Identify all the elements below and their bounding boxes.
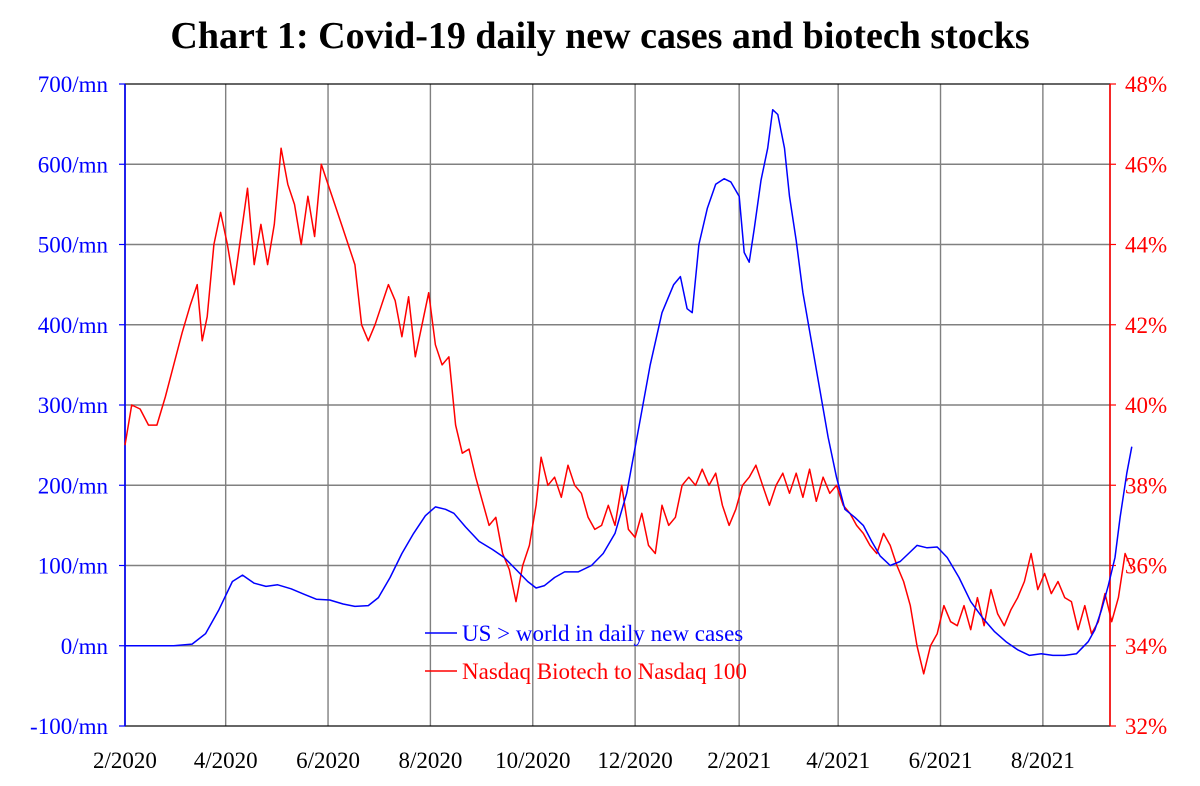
legend-label: US > world in daily new cases [462,621,743,646]
legend: US > world in daily new cases Nasdaq Biot… [425,621,747,684]
us-cases-line [125,108,1133,657]
y-right-tick-label: 42% [1125,313,1167,338]
y-left-tick-label: 700/mn [38,72,109,97]
y-left-tick-label: 500/mn [38,233,109,258]
x-tick-label: 8/2020 [398,748,462,773]
x-tick-label: 4/2020 [194,748,258,773]
x-tick-label: 8/2021 [1011,748,1075,773]
x-tick-label: 4/2021 [806,748,870,773]
x-tick-label: 6/2020 [296,748,360,773]
chart-title: Chart 1: Covid-19 daily new cases and bi… [170,15,1030,57]
y-right-tick-label: 36% [1125,554,1167,579]
y-left-tick-label: 0/mn [61,634,109,659]
y-left-tick-label: 200/mn [38,473,109,498]
y-left-tick-label: 600/mn [38,152,109,177]
nasdaq-biotech-line [124,147,1133,675]
y-right-tick-label: 34% [1125,634,1167,659]
y-right-tick-label: 32% [1125,714,1167,739]
y-left-tick-label: 300/mn [38,393,109,418]
y-right-tick-label: 48% [1125,72,1167,97]
y-axis-right: 32% 34% 36% 38% 40% 42% 44% 46% 48% [1109,72,1167,739]
y-right-tick-label: 44% [1125,233,1167,258]
grid [124,84,1110,726]
y-left-tick-label: 400/mn [38,313,109,338]
x-tick-label: 12/2020 [597,748,672,773]
legend-label: Nasdaq Biotech to Nasdaq 100 [462,659,747,684]
y-right-tick-label: 46% [1125,152,1167,177]
series-layer [124,108,1133,675]
x-axis: 2/2020 4/2020 6/2020 8/2020 10/2020 12/2020 2/… [93,748,1075,773]
x-tick-label: 10/2020 [495,748,570,773]
x-tick-label: 2/2021 [707,748,771,773]
x-tick-label: 6/2021 [909,748,973,773]
y-right-tick-label: 38% [1125,473,1167,498]
x-tick-label: 2/2020 [93,748,157,773]
y-left-tick-label: 100/mn [38,554,109,579]
y-right-tick-label: 40% [1125,393,1167,418]
y-left-tick-label: -100/mn [30,714,108,739]
y-axis-left: -100/mn 0/mn 100/mn 200/mn 300/mn 400/mn 500/m… [30,72,126,739]
